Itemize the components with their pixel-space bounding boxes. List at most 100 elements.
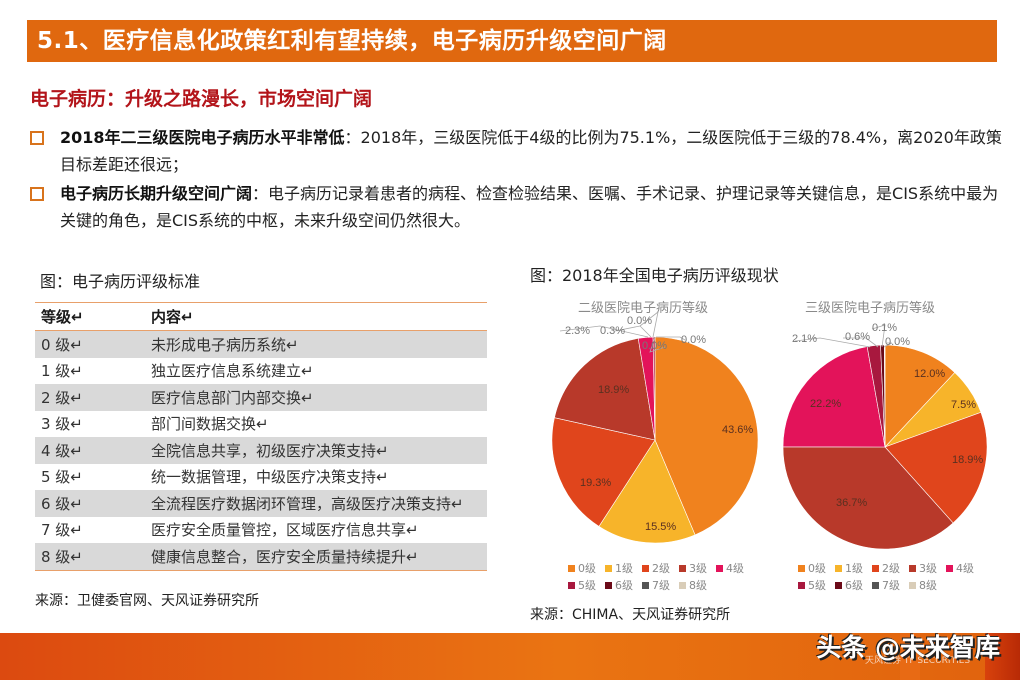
pie-data-label: 0.3% — [600, 325, 625, 337]
figure-title-grading-standard: 图：电子病历评级标准 — [40, 272, 201, 291]
bullet-item: 电子病历长期升级空间广阔：电子病历记录着患者的病程、检查检验结果、医嘱、手术记录… — [30, 180, 1010, 234]
legend-item: 3级 — [909, 560, 937, 577]
bullet-list: 2018年二三级医院电子病历水平非常低：2018年，三级医院低于4级的比例为75… — [30, 124, 1010, 236]
legend-item: 5级 — [798, 577, 826, 594]
pie-slice — [782, 446, 954, 550]
grade-cell: 0 级↵ — [35, 330, 151, 358]
pie-slice — [654, 336, 759, 536]
legend-item: 3级 — [679, 560, 707, 577]
grade-cell: 2 级↵ — [35, 384, 151, 411]
source-note-left: 来源：卫健委官网、天风证券研究所 — [35, 593, 259, 609]
grade-cell: 7 级↵ — [41, 521, 83, 540]
pie-slice — [782, 346, 886, 448]
pie-title-secondary: 二级医院电子病历等级 — [578, 301, 709, 316]
footer-decor — [900, 633, 920, 680]
section-subtitle: 电子病历：升级之路漫长，市场空间广阔 — [30, 88, 373, 110]
pie-data-label: 43.6% — [722, 424, 753, 436]
legend-item: 8级 — [909, 577, 937, 594]
grade-cell: 4 级↵ — [35, 437, 151, 464]
grade-cell: 8 级↵ — [35, 543, 151, 570]
content-cell: 部门间数据交换↵ — [151, 415, 269, 434]
leader-line — [639, 311, 659, 338]
pie-data-label: 2.1% — [792, 333, 817, 345]
bullet-text: ：2018年，三级医院低于4级的比例为75.1%，二级医院低于三级的78.4%，… — [60, 128, 1002, 174]
legend-swatch-icon — [872, 582, 879, 589]
legend-row: 0级 1级 2级 3级 4级 — [568, 560, 753, 577]
legend-swatch-icon — [872, 565, 879, 572]
column-header-content: 内容↵ — [151, 302, 487, 331]
table-row: 2 级↵ 医疗信息部门内部交换↵ — [35, 384, 487, 411]
pie-title-tertiary: 三级医院电子病历等级 — [805, 301, 936, 316]
legend-item: 1级 — [605, 560, 633, 577]
leader-line — [559, 325, 649, 338]
legend-item: 7级 — [642, 577, 670, 594]
legend-item: 6级 — [835, 577, 863, 594]
bullet-item: 2018年二三级医院电子病历水平非常低：2018年，三级医院低于4级的比例为75… — [30, 124, 1010, 178]
leader-line — [883, 342, 893, 348]
pie-slice — [551, 417, 656, 527]
bullet-heading: 电子病历长期升级空间广阔 — [60, 184, 253, 203]
tf-securities-logo: 天风证券 TF SECURITIES — [865, 656, 971, 666]
pie-legend-tertiary: 0级 1级 2级 3级 4级 5级 6级 7级 8级 — [798, 560, 983, 594]
content-cell: 医疗安全质量管控，区域医疗信息共享↵ — [151, 521, 419, 540]
grading-standard-table: 等级↵ 内容↵ 0 级↵ 未形成电子病历系统↵ 1 级↵ 独立医疗信息系统建立↵ 2… — [35, 302, 487, 571]
slide-title-bar: 5.1、医疗信息化政策红利有望持续，电子病历升级空间广阔 — [27, 20, 997, 62]
legend-item: 2级 — [642, 560, 670, 577]
pie-legend-secondary: 0级 1级 2级 3级 4级 5级 6级 7级 8级 — [568, 560, 753, 594]
content-cell: 独立医疗信息系统建立↵ — [151, 362, 314, 381]
figure-title-status: 图：2018年全国电子病历评级现状 — [530, 266, 779, 285]
legend-swatch-icon — [909, 582, 916, 589]
legend-swatch-icon — [568, 565, 575, 572]
pie-slice — [884, 411, 988, 524]
legend-item: 5级 — [568, 577, 596, 594]
legend-row: 0级 1级 2级 3级 4级 — [798, 560, 983, 577]
legend-swatch-icon — [679, 582, 686, 589]
content-cell: 统一数据管理，中级医疗决策支持↵ — [151, 468, 389, 487]
slide-title: 5.1、医疗信息化政策红利有望持续，电子病历升级空间广阔 — [37, 28, 667, 54]
pie-data-label: 0.0% — [885, 336, 910, 348]
legend-item: 8级 — [679, 577, 707, 594]
table-row: 6 级↵ 全流程医疗数据闭环管理，高级医疗决策支持↵ — [35, 490, 487, 517]
pie-data-label: 19.3% — [580, 477, 611, 489]
table-row: 3 级↵ 部门间数据交换↵ — [35, 411, 487, 438]
content-cell: 未形成电子病历系统↵ — [151, 330, 487, 358]
watermark-text: 头条 @未来智库 — [816, 633, 1000, 662]
grade-cell: 1 级↵ — [41, 362, 83, 381]
footer-decor — [985, 633, 1020, 680]
legend-item: 6级 — [605, 577, 633, 594]
table-row: 7 级↵ 医疗安全质量管控，区域医疗信息共享↵ — [35, 517, 487, 544]
legend-swatch-icon — [568, 582, 575, 589]
pie-data-label: 12.0% — [914, 368, 945, 380]
legend-item: 0级 — [568, 560, 596, 577]
content-cell: 全院信息共享，初级医疗决策支持↵ — [151, 437, 487, 464]
legend-item: 1级 — [835, 560, 863, 577]
pie-data-label: 0.1% — [872, 322, 897, 334]
legend-item: 0级 — [798, 560, 826, 577]
pie-data-label: 0.6% — [845, 331, 870, 343]
footer-bar — [0, 633, 1020, 680]
legend-swatch-icon — [605, 582, 612, 589]
content-cell: 健康信息整合，医疗安全质量持续提升↵ — [151, 543, 487, 570]
content-cell: 全流程医疗数据闭环管理，高级医疗决策支持↵ — [151, 490, 487, 517]
pie-data-label: 0.0% — [627, 315, 652, 327]
legend-swatch-icon — [909, 565, 916, 572]
pie-data-label: 0.0% — [681, 334, 706, 346]
legend-swatch-icon — [642, 582, 649, 589]
table-row: 1 级↵ 独立医疗信息系统建立↵ — [35, 358, 487, 385]
grade-cell: 5 级↵ — [41, 468, 83, 487]
source-note-right: 来源：CHIMA、天风证券研究所 — [530, 607, 731, 623]
content-cell: 医疗信息部门内部交换↵ — [151, 384, 487, 411]
legend-swatch-icon — [835, 565, 842, 572]
square-bullet-icon — [30, 187, 44, 201]
table-row: 4 级↵ 全院信息共享，初级医疗决策支持↵ — [35, 437, 487, 464]
pie-data-label: 22.2% — [810, 398, 841, 410]
legend-swatch-icon — [798, 565, 805, 572]
pie-data-label: 15.5% — [645, 521, 676, 533]
legend-swatch-icon — [946, 565, 953, 572]
column-header-grade: 等级↵ — [35, 302, 151, 331]
legend-item: 7级 — [872, 577, 900, 594]
table-header-row: 等级↵ 内容↵ — [35, 302, 487, 331]
leader-line — [843, 337, 879, 348]
table-row: 0 级↵ 未形成电子病历系统↵ — [35, 330, 487, 358]
